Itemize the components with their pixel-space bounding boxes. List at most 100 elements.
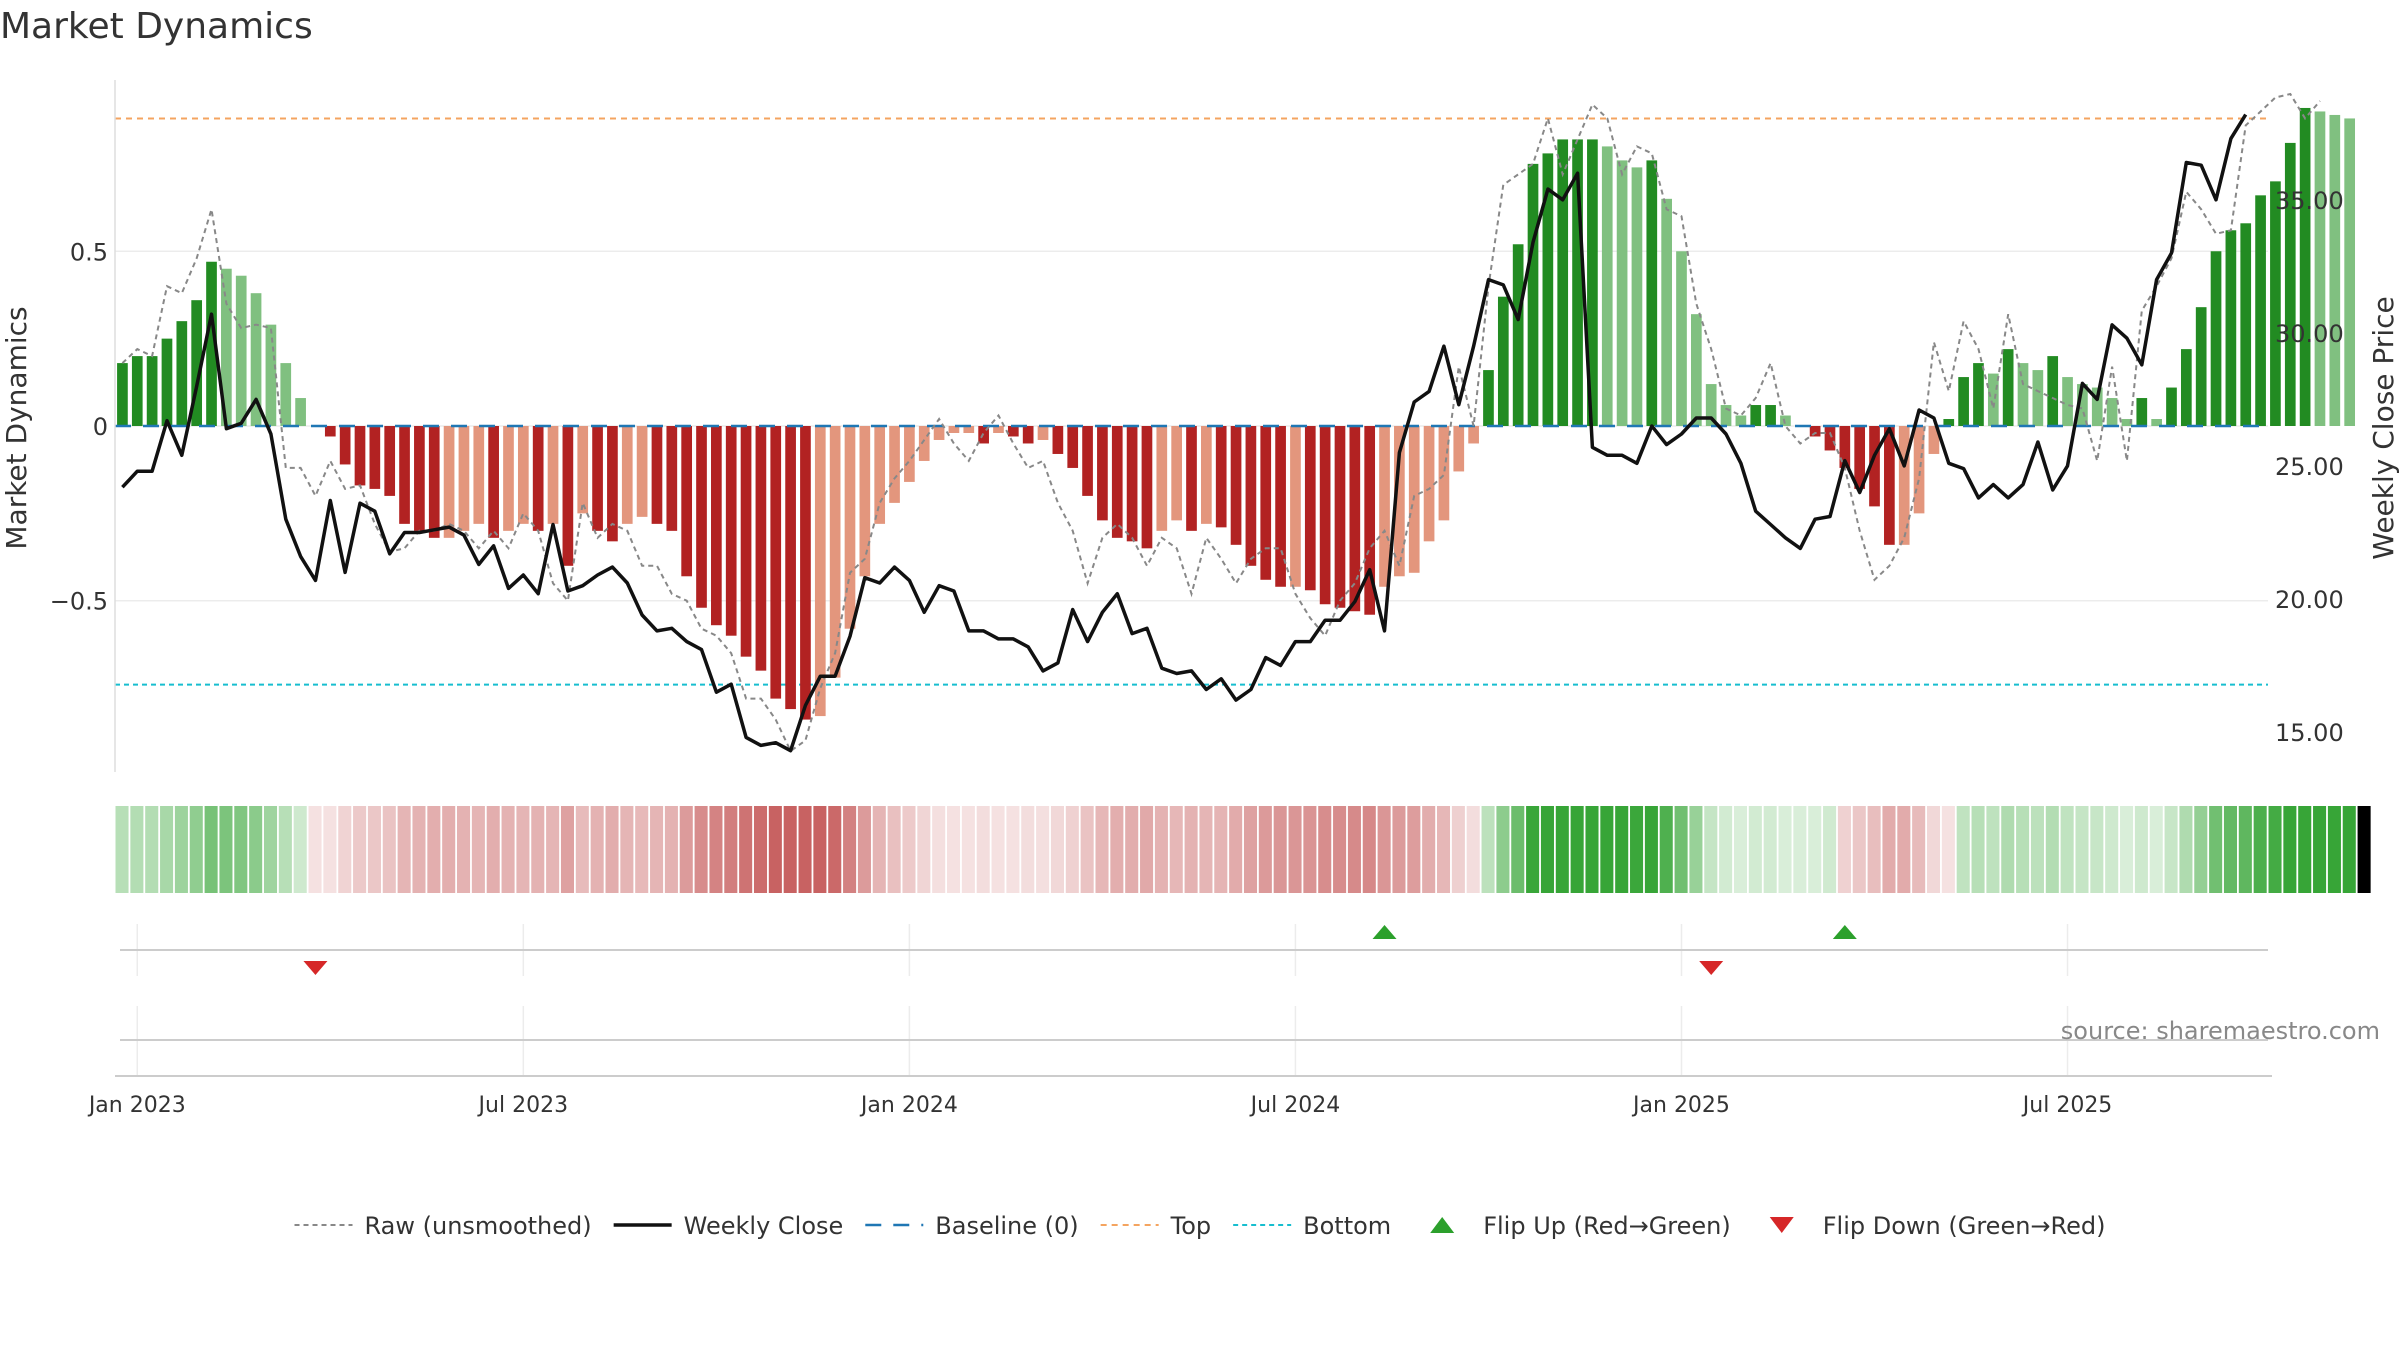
dynamics-bar [592,426,603,531]
dynamics-bar [844,426,856,629]
dynamics-bar [681,426,693,577]
regime-cell [2223,806,2238,893]
regime-cell [857,806,871,893]
dynamics-bar [1260,426,1272,580]
right-axis-title: Weekly Close Price [2367,296,2400,559]
regime-cell [130,806,144,893]
dynamics-bar [1037,426,1049,440]
regime-cell [961,806,975,893]
dynamics-bar [2032,370,2044,426]
dynamics-bar [814,426,826,717]
right-tick-label: 25.00 [2275,453,2344,481]
regime-cell [323,806,337,893]
dynamics-bar [1616,160,1628,426]
regime-cell [160,806,174,893]
regime-cell [1986,806,2000,893]
flip-up-marker [1832,925,1857,939]
regime-cell [2342,806,2356,893]
dynamics-bar [1869,426,1880,507]
regime-cell [546,806,560,893]
x-tick-label: Jul 2023 [477,1093,569,1118]
dynamics-bar [1126,426,1138,542]
dynamics-bar [384,426,396,496]
weekly-close-line [121,113,2248,753]
legend-label: Baseline (0) [935,1212,1078,1240]
regime-cell [2253,806,2267,893]
dynamics-bar [1527,163,1539,426]
dynamics-bar [874,426,886,524]
regime-cell [1184,806,1198,893]
dynamics-bar [324,426,336,437]
regime-cell [1748,806,1762,893]
regime-cell [1600,806,1614,893]
regime-cell [115,806,129,893]
regime-cell [145,806,159,893]
regime-cell [1303,806,1317,893]
dynamics-bar [117,363,128,426]
dynamics-bar [176,321,188,426]
regime-cell [2001,806,2015,893]
dynamics-bar [948,426,960,433]
dynamics-bar [785,426,796,710]
regime-cell [560,806,574,893]
dynamics-bar [1394,426,1405,577]
regime-cell [2134,806,2148,893]
regime-cell [1243,806,1258,893]
regime-cell [457,806,471,893]
regime-cell [2194,806,2208,893]
regime-cell [1496,806,1510,893]
dynamics-bar [1854,426,1866,489]
regime-cell [1733,806,1748,893]
dynamics-bar [547,426,559,524]
regime-cell [1926,806,1941,893]
regime-cell [1689,806,1703,893]
dynamics-bar [859,426,871,577]
regime-cell [1451,806,1465,893]
regime-cell [902,806,916,893]
dynamics-bar [1557,139,1569,427]
right-tick-label: 15.00 [2275,719,2344,747]
regime-cell [249,806,263,893]
dynamics-bar [532,426,544,531]
regime-cell [1407,806,1421,893]
regime-cell [263,806,278,893]
regime-cell [1288,806,1302,893]
regime-cell [1362,806,1376,893]
regime-cell [1526,806,1540,893]
regime-cell [1229,806,1243,893]
dynamics-bar [2151,419,2162,426]
legend-label: Weekly Close [684,1212,844,1240]
dynamics-bar [2136,398,2148,426]
legend-label: Flip Up (Red→Green) [1483,1212,1731,1240]
dynamics-bar [2255,195,2266,426]
dynamics-bar [1468,426,1479,444]
dynamics-bar [1453,426,1465,472]
dynamics-bar [666,426,678,531]
dynamics-bar [963,426,975,433]
regime-cell [709,806,723,893]
regime-cell [1377,806,1391,893]
regime-cell [664,806,678,893]
dynamics-bar [1839,426,1851,468]
regime-cell [917,806,931,893]
regime-cell [531,806,545,893]
dynamics-bar [428,426,440,538]
dynamics-bar [1082,426,1093,496]
dynamics-bar [2299,107,2311,426]
regime-cell [932,806,946,893]
dynamics-bar [2314,111,2326,427]
dynamics-bar [399,426,410,524]
regime-cell [679,806,693,893]
legend-flip-down-swatch [1769,1217,1794,1233]
flip-down-marker [303,961,328,975]
legend: Raw (unsmoothed) Weekly Close Baseline (0)… [294,1212,2105,1240]
dynamics-bar [1631,167,1643,427]
regime-cell [2357,806,2371,893]
dynamics-bar [889,426,900,503]
legend-flip-up-swatch [1430,1217,1455,1233]
regime-cell [887,806,901,893]
dynamics-bar [2225,230,2237,426]
dynamics-bar [1720,405,1732,426]
regime-cell [798,806,812,893]
